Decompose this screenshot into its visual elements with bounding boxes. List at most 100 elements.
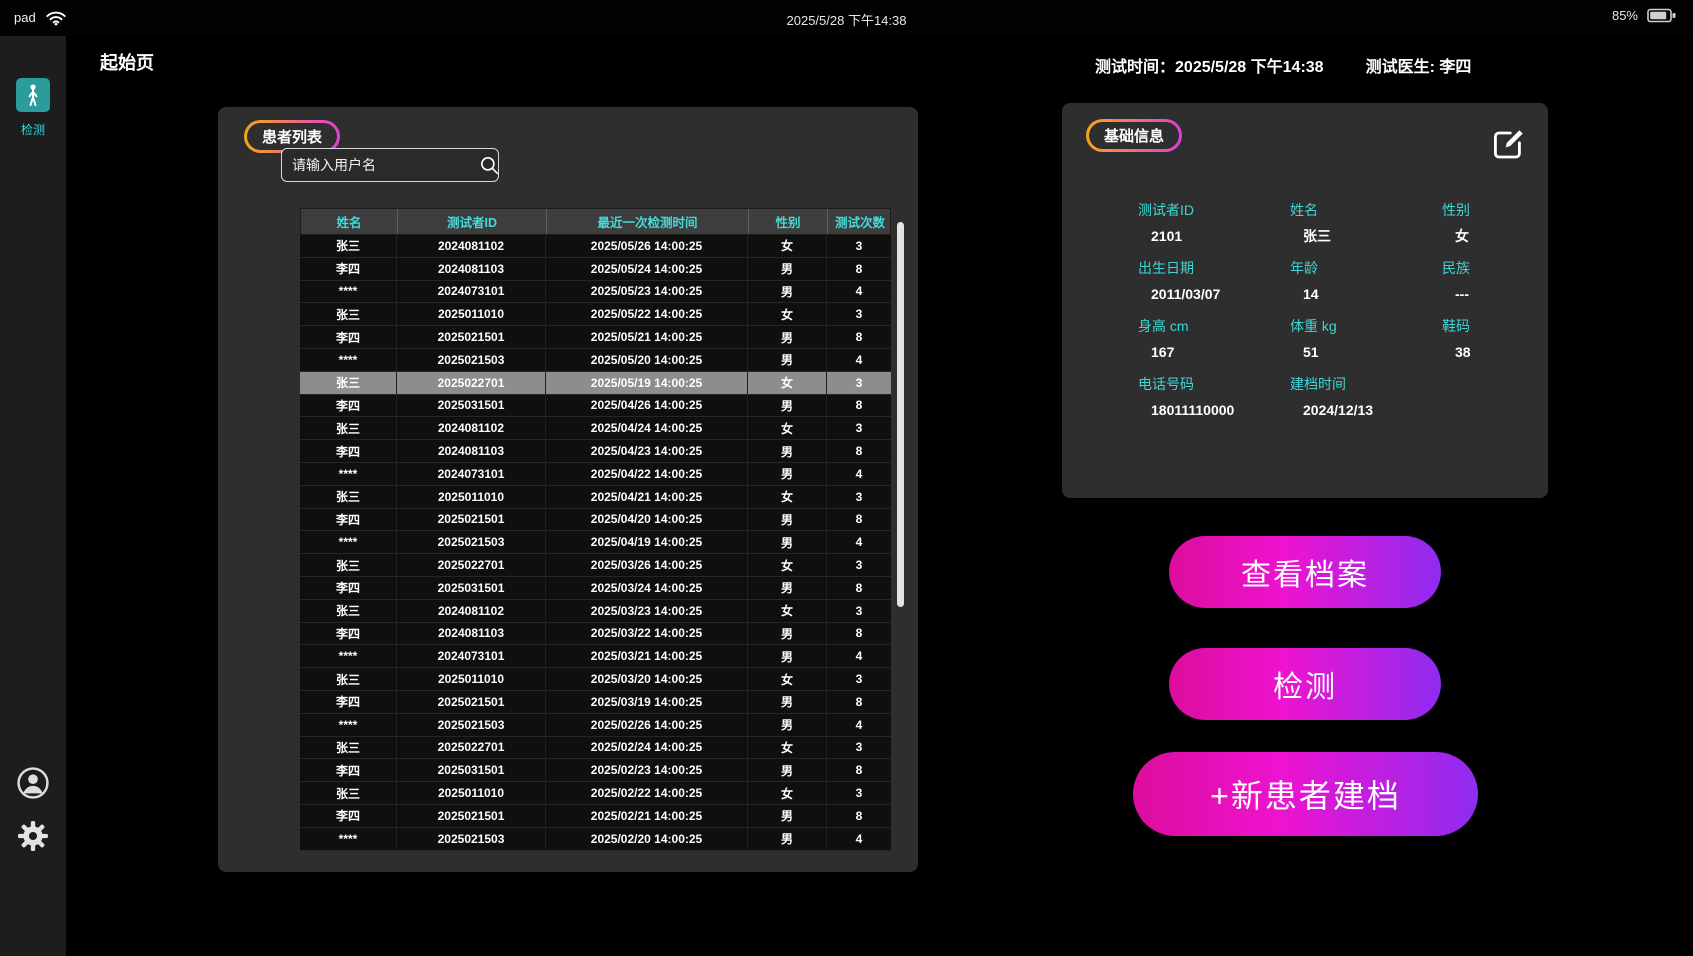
info-field: 身高 cm 167 xyxy=(1138,317,1290,362)
table-row[interactable]: **** 2025021503 2025/02/26 14:00:25 男 4 xyxy=(300,713,891,737)
cell-gender: 男 xyxy=(747,348,826,371)
search-input[interactable] xyxy=(282,149,479,181)
cell-name: 张三 xyxy=(335,239,360,254)
table-row[interactable]: 张三 2024081102 2025/05/26 14:00:25 女 3 xyxy=(300,235,891,258)
search-icon[interactable] xyxy=(479,155,500,176)
table-row[interactable]: 张三 2025022701 2025/03/26 14:00:25 女 3 xyxy=(300,554,891,577)
col-test-count: 测试次数 xyxy=(827,209,892,234)
table-row[interactable]: **** 2024073101 2025/05/23 14:00:25 男 4 xyxy=(300,280,891,304)
status-time: 2025/5/28 下午14:38 xyxy=(786,13,907,28)
table-row[interactable]: 李四 2024081103 2025/05/24 14:00:25 男 8 xyxy=(300,257,891,281)
cell-test-count: 3 xyxy=(826,485,891,508)
wifi-icon xyxy=(45,9,67,26)
cell-name: 李四 xyxy=(335,330,360,345)
cell-name: 张三 xyxy=(335,307,360,322)
info-field-label: 鞋码 xyxy=(1442,318,1470,334)
cell-last-test-time: 2025/04/26 14:00:25 xyxy=(545,394,747,417)
cell-last-test-time: 2025/05/19 14:00:25 xyxy=(545,371,747,394)
cell-id: 2024073101 xyxy=(396,645,545,668)
cell-last-test-time: 2025/05/20 14:00:25 xyxy=(545,348,747,371)
cell-gender: 男 xyxy=(747,257,826,280)
new-patient-button[interactable]: +新患者建档 xyxy=(1133,752,1478,836)
cell-id: 2024073101 xyxy=(396,462,545,485)
cell-test-count: 4 xyxy=(826,348,891,371)
cell-test-count: 3 xyxy=(826,417,891,440)
cell-name: **** xyxy=(338,466,358,481)
table-row[interactable]: 李四 2025021501 2025/04/20 14:00:25 男 8 xyxy=(300,508,891,532)
cell-id: 2025021501 xyxy=(396,326,545,348)
table-row[interactable]: **** 2025021503 2025/04/19 14:00:25 男 4 xyxy=(300,531,891,555)
cell-last-test-time: 2025/04/23 14:00:25 xyxy=(545,440,747,462)
table-row[interactable]: 张三 2024081102 2025/03/23 14:00:25 女 3 xyxy=(300,599,891,623)
table-row[interactable]: 李四 2025031501 2025/02/23 14:00:25 男 8 xyxy=(300,759,891,783)
cell-last-test-time: 2025/05/21 14:00:25 xyxy=(545,326,747,348)
info-field-label: 测试者ID xyxy=(1138,202,1194,218)
table-row[interactable]: 李四 2025031501 2025/04/26 14:00:25 男 8 xyxy=(300,394,891,418)
cell-gender: 女 xyxy=(747,371,826,394)
cell-last-test-time: 2025/05/23 14:00:25 xyxy=(545,280,747,303)
user-profile-button[interactable] xyxy=(0,766,66,800)
cell-test-count: 8 xyxy=(826,576,891,599)
table-row[interactable]: 张三 2025011010 2025/02/22 14:00:25 女 3 xyxy=(300,782,891,805)
edit-icon xyxy=(1490,127,1526,163)
table-row[interactable]: **** 2025021503 2025/05/20 14:00:25 男 4 xyxy=(300,348,891,372)
table-row[interactable]: 张三 2025011010 2025/03/20 14:00:25 女 3 xyxy=(300,668,891,691)
table-row[interactable]: 张三 2025011010 2025/05/22 14:00:25 女 3 xyxy=(300,303,891,327)
settings-button[interactable] xyxy=(0,818,66,854)
cell-name: 李四 xyxy=(335,262,360,277)
table-row[interactable]: 李四 2024081103 2025/04/23 14:00:25 男 8 xyxy=(300,440,891,463)
cell-test-count: 8 xyxy=(826,804,891,827)
cell-last-test-time: 2025/03/24 14:00:25 xyxy=(545,576,747,599)
table-row[interactable]: 李四 2025021501 2025/03/19 14:00:25 男 8 xyxy=(300,690,891,714)
cell-gender: 男 xyxy=(747,622,826,645)
table-row[interactable]: 张三 2025022701 2025/02/24 14:00:25 女 3 xyxy=(300,736,891,760)
cell-last-test-time: 2025/02/24 14:00:25 xyxy=(545,736,747,759)
cell-test-count: 3 xyxy=(826,736,891,759)
view-archive-button[interactable]: 查看档案 xyxy=(1169,536,1441,608)
cell-name: 张三 xyxy=(335,740,360,755)
cell-test-count: 8 xyxy=(826,622,891,645)
info-field-label: 出生日期 xyxy=(1138,260,1194,276)
table-row[interactable]: 李四 2024081103 2025/03/22 14:00:25 男 8 xyxy=(300,622,891,646)
cell-id: 2024081102 xyxy=(396,417,545,440)
cell-gender: 男 xyxy=(747,759,826,782)
table-row[interactable]: **** 2024073101 2025/04/22 14:00:25 男 4 xyxy=(300,462,891,486)
cell-test-count: 4 xyxy=(826,827,891,850)
cell-id: 2025031501 xyxy=(396,759,545,782)
table-row[interactable]: 张三 2024081102 2025/04/24 14:00:25 女 3 xyxy=(300,417,891,441)
info-field-value: 51 xyxy=(1303,344,1319,360)
info-field-label: 年龄 xyxy=(1290,260,1318,276)
table-row[interactable]: 李四 2025031501 2025/03/24 14:00:25 男 8 xyxy=(300,576,891,600)
cell-test-count: 3 xyxy=(826,371,891,394)
cell-gender: 女 xyxy=(747,599,826,622)
info-field-label: 姓名 xyxy=(1290,202,1318,218)
table-scrollbar[interactable] xyxy=(897,222,904,607)
info-field-value: 张三 xyxy=(1303,228,1331,244)
info-field-label: 民族 xyxy=(1442,260,1470,276)
info-field-value: 2011/03/07 xyxy=(1151,286,1221,302)
edit-patient-button[interactable] xyxy=(1488,125,1528,165)
detect-button[interactable]: 检测 xyxy=(1169,648,1441,720)
cell-id: 2025011010 xyxy=(396,668,545,690)
cell-id: 2025022701 xyxy=(396,736,545,759)
table-row[interactable]: **** 2025021503 2025/02/20 14:00:25 男 4 xyxy=(300,827,891,851)
table-row[interactable]: **** 2024073101 2025/03/21 14:00:25 男 4 xyxy=(300,645,891,669)
cell-name: 张三 xyxy=(335,421,360,436)
cell-last-test-time: 2025/04/24 14:00:25 xyxy=(545,417,747,440)
cell-name: 李四 xyxy=(335,763,360,778)
table-row[interactable]: 李四 2025021501 2025/02/21 14:00:25 男 8 xyxy=(300,804,891,828)
table-row[interactable]: 张三 2025022701 2025/05/19 14:00:25 女 3 xyxy=(300,371,891,395)
table-row[interactable]: 张三 2025011010 2025/04/21 14:00:25 女 3 xyxy=(300,485,891,509)
cell-gender: 女 xyxy=(747,303,826,326)
info-field-value: 女 xyxy=(1455,228,1469,244)
cell-name: 李四 xyxy=(335,512,360,527)
cell-test-count: 3 xyxy=(826,554,891,576)
cell-last-test-time: 2025/02/20 14:00:25 xyxy=(545,827,747,850)
sidebar-item-detect[interactable]: 检测 xyxy=(0,78,66,138)
cell-gender: 女 xyxy=(747,417,826,440)
person-detect-icon xyxy=(16,78,50,112)
table-row[interactable]: 李四 2025021501 2025/05/21 14:00:25 男 8 xyxy=(300,326,891,349)
cell-gender: 男 xyxy=(747,827,826,850)
cell-id: 2024081102 xyxy=(396,235,545,257)
cell-last-test-time: 2025/02/23 14:00:25 xyxy=(545,759,747,782)
